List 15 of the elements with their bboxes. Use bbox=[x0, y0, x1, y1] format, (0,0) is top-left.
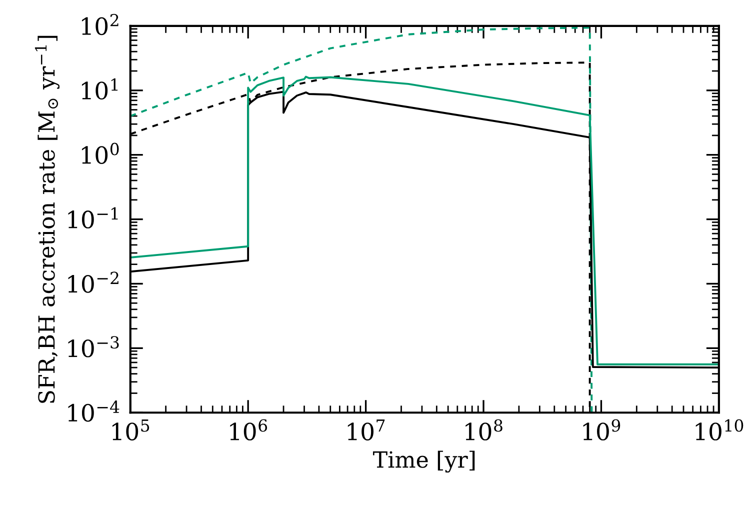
y-tick-label: 10$^{0}$ bbox=[82, 142, 119, 164]
y-tick-label: 10$^{2}$ bbox=[82, 14, 118, 36]
y-axis-title: SFR,BH accretion rate [M$_{⊙}$ yr$^{−1}$] bbox=[34, 36, 60, 403]
y-tick-label: 10$^{1}$ bbox=[82, 78, 118, 100]
x-tick-label: 10$^{10}$ bbox=[696, 419, 744, 440]
y-tick-label: 10$^{−3}$ bbox=[68, 336, 119, 358]
y-tick-label: 10$^{−2}$ bbox=[68, 272, 118, 293]
x-tick-label: 10$^{9}$ bbox=[583, 419, 620, 440]
y-tick-label: 10$^{−1}$ bbox=[68, 207, 118, 228]
x-tick-label: 10$^{8}$ bbox=[466, 419, 502, 440]
x-axis-title: Time [yr] bbox=[373, 450, 475, 473]
x-tick-label: 10$^{5}$ bbox=[112, 419, 150, 440]
y-tick-label: 10$^{−4}$ bbox=[68, 400, 120, 422]
x-tick-label: 10$^{6}$ bbox=[230, 419, 268, 440]
x-tick-label: 10$^{7}$ bbox=[348, 419, 385, 440]
